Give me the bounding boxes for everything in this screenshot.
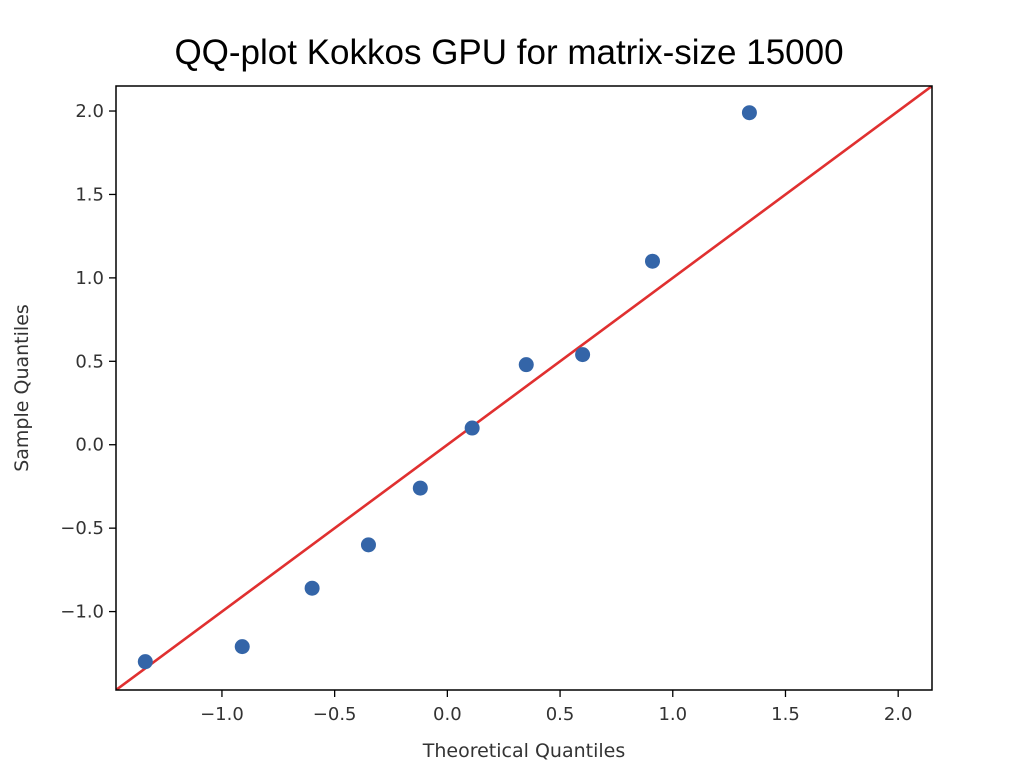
reference-line [116,86,932,690]
x-tick-label: 0.0 [433,704,462,725]
data-point [234,639,250,655]
data-point [464,420,480,436]
x-tick-label: 1.5 [771,704,800,725]
data-point [644,253,660,269]
x-tick-label: −1.0 [200,704,244,725]
y-tick-label: 1.5 [75,184,104,205]
x-tick-label: −0.5 [313,704,357,725]
data-point [518,357,534,373]
x-tick-label: 0.5 [546,704,575,725]
x-axis-ticks: −1.0 −0.5 0.0 0.5 1.0 1.5 2.0 [200,690,913,725]
data-point [412,480,428,496]
data-point [575,347,591,363]
plot-area [116,86,932,690]
y-tick-label: 1.0 [75,268,104,289]
data-point [360,537,376,553]
y-axis-label: Sample Quantiles [11,304,33,472]
x-tick-label: 2.0 [884,704,913,725]
x-axis-label: Theoretical Quantiles [422,740,625,762]
data-point [304,580,320,596]
data-point [137,654,153,670]
y-tick-label: −0.5 [60,518,104,539]
y-tick-label: 0.0 [75,435,104,456]
data-points-layer [137,105,757,670]
y-tick-label: 2.0 [75,101,104,122]
data-point [741,105,757,121]
plot-frame [115,85,933,691]
chart-title: QQ-plot Kokkos GPU for matrix-size 15000 [174,33,843,72]
reference-line-layer [116,86,932,690]
y-tick-label: −1.0 [60,602,104,623]
y-tick-label: 0.5 [75,351,104,372]
y-axis-ticks: −1.0 −0.5 0.0 0.5 1.0 1.5 2.0 [60,101,116,623]
x-tick-label: 1.0 [658,704,687,725]
